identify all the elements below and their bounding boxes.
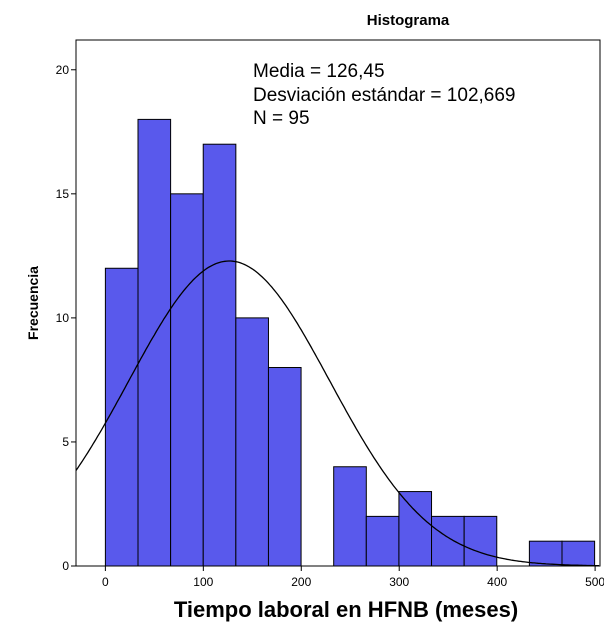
y-tick-label: 15: [56, 187, 70, 201]
y-axis-label: Frecuencia: [25, 266, 41, 340]
x-tick-label: 0: [102, 575, 109, 589]
x-tick-label: 200: [291, 575, 311, 589]
x-tick-label: 400: [487, 575, 507, 589]
x-axis-label: Tiempo laboral en HFNB (meses): [174, 597, 518, 622]
histogram-bar: [104, 267, 139, 567]
histogram-bar: [137, 118, 172, 567]
chart-title: Histograma: [367, 12, 450, 29]
x-tick-label: 300: [389, 575, 409, 589]
histogram-bar: [365, 515, 400, 567]
histogram-bar: [431, 515, 465, 567]
histogram-bar: [267, 367, 302, 567]
y-tick-label: 0: [62, 559, 69, 573]
y-tick-label: 10: [56, 311, 70, 325]
stat-n: N = 95: [253, 108, 310, 129]
normal-curve: [75, 260, 599, 567]
y-tick-label: 5: [62, 435, 69, 449]
x-tick-label: 500: [585, 575, 604, 589]
histogram-bar: [398, 491, 433, 567]
x-tick-label: 100: [193, 575, 213, 589]
histogram-bar: [333, 466, 367, 567]
stat-mean: Media = 126,45: [253, 61, 385, 82]
stat-std-dev: Desviación estándar = 102,669: [253, 85, 515, 106]
histogram-bar: [235, 317, 269, 567]
histogram-bar: [202, 143, 237, 567]
histogram-bar: [528, 540, 563, 567]
histogram-bar: [463, 515, 498, 567]
y-tick-label: 20: [56, 63, 70, 77]
histogram-bar: [561, 540, 596, 567]
histogram-bars: [104, 118, 596, 567]
histogram-bar: [170, 193, 204, 567]
